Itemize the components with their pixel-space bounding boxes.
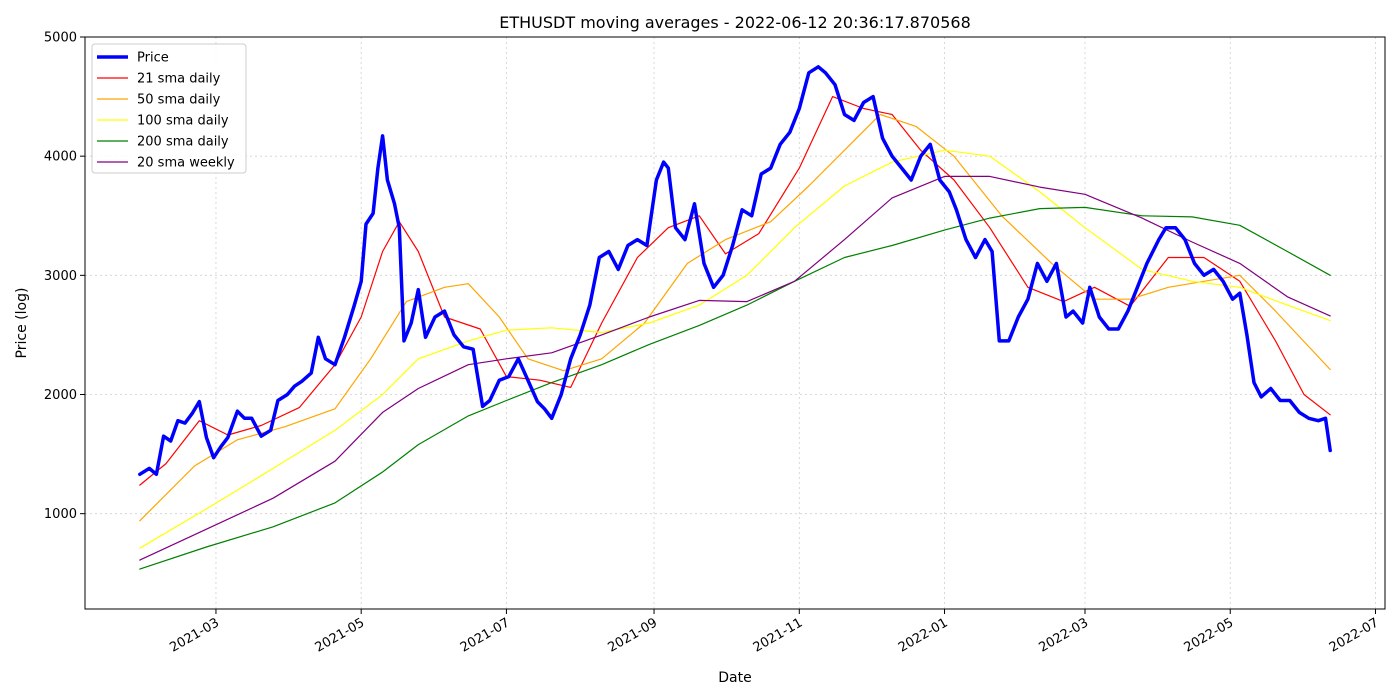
- y-tick-label: 2000: [44, 388, 77, 403]
- y-tick-label: 4000: [44, 150, 77, 165]
- legend-items: Price 21 sma daily 50 sma daily 100 sma dai…: [97, 51, 235, 171]
- y-tick-label: 3000: [44, 269, 77, 284]
- chart-title: ETHUSDT moving averages - 2022-06-12 20:…: [499, 13, 971, 32]
- y-axis-label: Price (log): [14, 288, 30, 359]
- legend-label-50-sma-daily: 50 sma daily: [137, 93, 221, 108]
- y-tick-label: 5000: [44, 31, 77, 46]
- y-tick-label: 1000: [44, 507, 77, 522]
- legend-label-price: Price: [137, 51, 169, 66]
- legend-label-100-sma-daily: 100 sma daily: [137, 114, 229, 129]
- y-axis-ticks: 1000 2000 3000 4000 5000: [44, 31, 85, 522]
- series-line-100-sma-daily: [139, 149, 1331, 549]
- legend-box: [91, 43, 247, 174]
- plot-frame: [84, 36, 1386, 610]
- legend-label-20-sma-weekly: 20 sma weekly: [137, 156, 235, 171]
- series-layer: [138, 65, 1332, 570]
- legend-label-21-sma-daily: 21 sma daily: [137, 72, 221, 87]
- legend-label-200-sma-daily: 200 sma daily: [137, 135, 229, 150]
- series-line-price: [138, 65, 1332, 477]
- series-line-21-sma-daily: [139, 95, 1331, 486]
- series-line-50-sma-daily: [139, 113, 1331, 522]
- series-line-200-sma-daily: [139, 206, 1331, 570]
- legend: Price 21 sma daily 50 sma daily 100 sma dai…: [91, 43, 247, 174]
- x-axis-label: Date: [718, 670, 751, 686]
- series-line-20-sma-weekly: [139, 175, 1331, 561]
